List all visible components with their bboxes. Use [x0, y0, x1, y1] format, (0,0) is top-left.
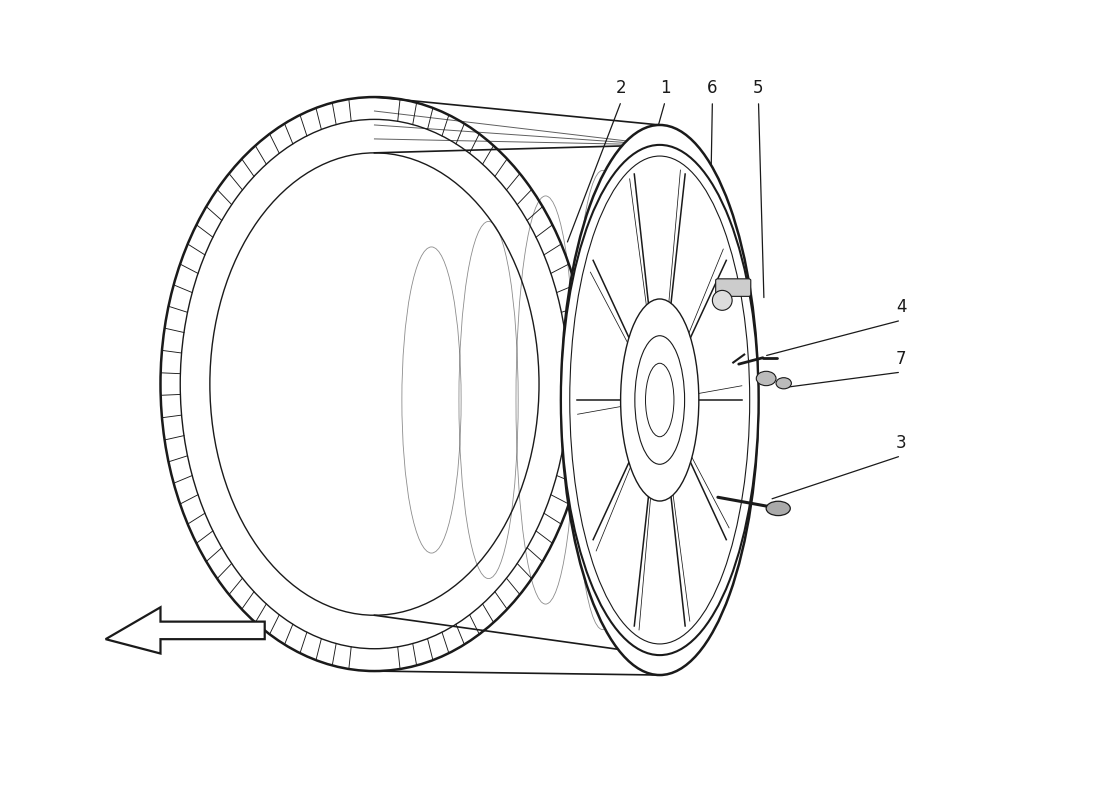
FancyBboxPatch shape — [716, 279, 751, 296]
Text: 5: 5 — [754, 79, 763, 97]
Ellipse shape — [561, 145, 759, 655]
Ellipse shape — [635, 336, 684, 464]
Text: 3: 3 — [895, 434, 906, 452]
Circle shape — [776, 378, 791, 389]
Text: 7: 7 — [895, 350, 906, 368]
Ellipse shape — [713, 290, 733, 310]
Text: 1: 1 — [660, 79, 671, 97]
Text: 6: 6 — [707, 79, 717, 97]
Ellipse shape — [767, 502, 790, 515]
Text: 2: 2 — [616, 79, 627, 97]
Ellipse shape — [570, 156, 750, 644]
Ellipse shape — [646, 363, 674, 437]
Ellipse shape — [561, 125, 759, 675]
Text: 4: 4 — [895, 298, 906, 316]
Circle shape — [757, 371, 776, 386]
Polygon shape — [106, 607, 265, 654]
Ellipse shape — [620, 299, 698, 501]
